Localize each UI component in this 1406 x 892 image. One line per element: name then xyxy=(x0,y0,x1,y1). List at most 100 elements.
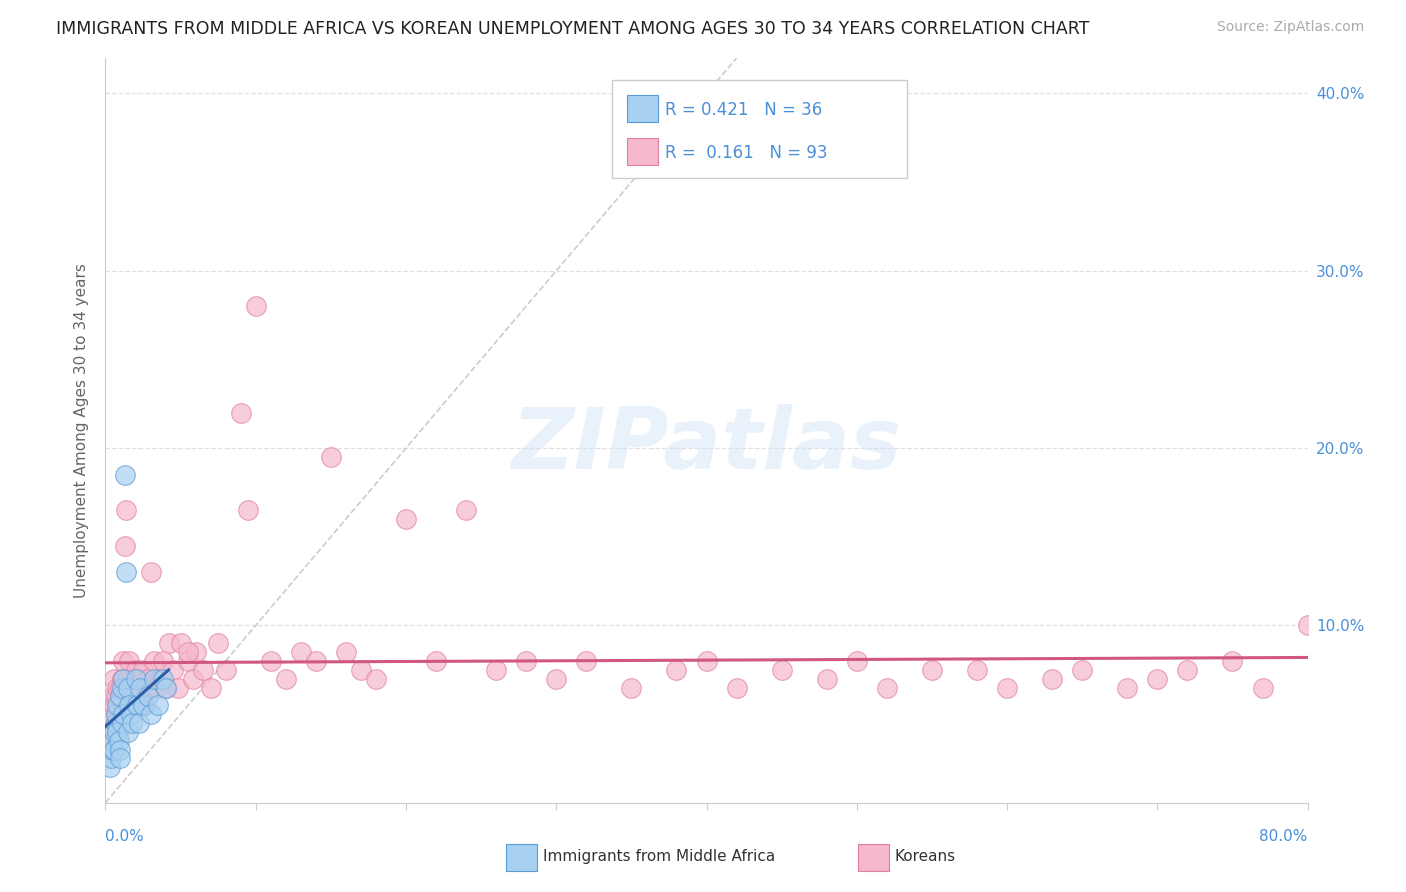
Point xyxy=(135,681,157,695)
Point xyxy=(1146,672,1168,686)
Point xyxy=(107,707,129,722)
Point xyxy=(124,672,146,686)
Point xyxy=(115,566,138,580)
Point xyxy=(274,672,297,686)
Point xyxy=(108,698,131,713)
Point xyxy=(111,716,134,731)
Point xyxy=(103,672,125,686)
Text: 80.0%: 80.0% xyxy=(1260,830,1308,844)
Point xyxy=(425,654,447,668)
Point xyxy=(350,663,373,677)
Point xyxy=(103,742,125,756)
Point xyxy=(1296,618,1319,632)
Point xyxy=(111,690,134,704)
Point xyxy=(921,663,943,677)
Point xyxy=(120,698,142,713)
Point xyxy=(142,654,165,668)
Point xyxy=(111,672,134,686)
Point xyxy=(117,698,139,713)
Point xyxy=(142,672,165,686)
Point xyxy=(546,672,568,686)
Point xyxy=(110,742,132,756)
Point xyxy=(101,733,124,747)
Point xyxy=(104,690,127,704)
Point xyxy=(136,690,159,704)
Point xyxy=(335,645,357,659)
Point xyxy=(107,724,129,739)
Point xyxy=(260,654,283,668)
Point xyxy=(152,654,174,668)
Point xyxy=(145,681,167,695)
Point xyxy=(139,707,162,722)
Point xyxy=(108,733,131,747)
Point xyxy=(454,503,477,517)
Point xyxy=(1116,681,1139,695)
Point xyxy=(238,503,260,517)
Point xyxy=(100,724,122,739)
Point xyxy=(157,636,180,650)
Text: R =  0.161   N = 93: R = 0.161 N = 93 xyxy=(665,144,828,161)
Point xyxy=(100,751,122,765)
Point xyxy=(103,724,125,739)
Point xyxy=(125,698,148,713)
Point xyxy=(305,654,328,668)
Point xyxy=(132,663,155,677)
Point xyxy=(101,690,124,704)
Point xyxy=(146,698,169,713)
Point xyxy=(770,663,793,677)
Point xyxy=(120,707,142,722)
Point xyxy=(110,681,132,695)
Point xyxy=(112,654,135,668)
Point xyxy=(136,672,159,686)
Point xyxy=(184,645,207,659)
Point xyxy=(696,654,718,668)
Point xyxy=(112,672,135,686)
Point xyxy=(112,698,135,713)
Point xyxy=(177,654,200,668)
Point xyxy=(575,654,598,668)
Point xyxy=(121,716,143,731)
Text: R = 0.421   N = 36: R = 0.421 N = 36 xyxy=(665,101,823,119)
Point xyxy=(129,672,152,686)
Point xyxy=(364,672,387,686)
Point xyxy=(155,681,177,695)
Point xyxy=(118,654,141,668)
Point xyxy=(319,450,342,464)
Text: Immigrants from Middle Africa: Immigrants from Middle Africa xyxy=(543,849,775,863)
Point xyxy=(290,645,312,659)
Point xyxy=(107,698,129,713)
Point xyxy=(132,698,155,713)
Point xyxy=(845,654,868,668)
Point xyxy=(876,681,898,695)
Point xyxy=(104,716,127,731)
Point xyxy=(131,690,153,704)
Point xyxy=(1071,663,1094,677)
Point xyxy=(152,672,174,686)
Text: Koreans: Koreans xyxy=(894,849,955,863)
Point xyxy=(114,681,136,695)
Point xyxy=(117,672,139,686)
Point xyxy=(166,681,188,695)
Point xyxy=(114,467,136,482)
Point xyxy=(1251,681,1274,695)
Point xyxy=(110,690,132,704)
Point xyxy=(110,716,132,731)
Point xyxy=(128,716,150,731)
Point xyxy=(395,512,418,526)
Point xyxy=(115,503,138,517)
Point xyxy=(97,716,120,731)
Point xyxy=(108,724,131,739)
Point xyxy=(118,698,141,713)
Point xyxy=(128,698,150,713)
Point xyxy=(191,663,214,677)
Point xyxy=(98,707,121,722)
Point xyxy=(101,733,124,747)
Point xyxy=(104,707,127,722)
Point xyxy=(620,681,643,695)
Point xyxy=(245,299,267,313)
Point xyxy=(103,698,125,713)
Point xyxy=(148,672,170,686)
Point xyxy=(104,716,127,731)
Point xyxy=(125,690,148,704)
Text: IMMIGRANTS FROM MIDDLE AFRICA VS KOREAN UNEMPLOYMENT AMONG AGES 30 TO 34 YEARS C: IMMIGRANTS FROM MIDDLE AFRICA VS KOREAN … xyxy=(56,20,1090,37)
